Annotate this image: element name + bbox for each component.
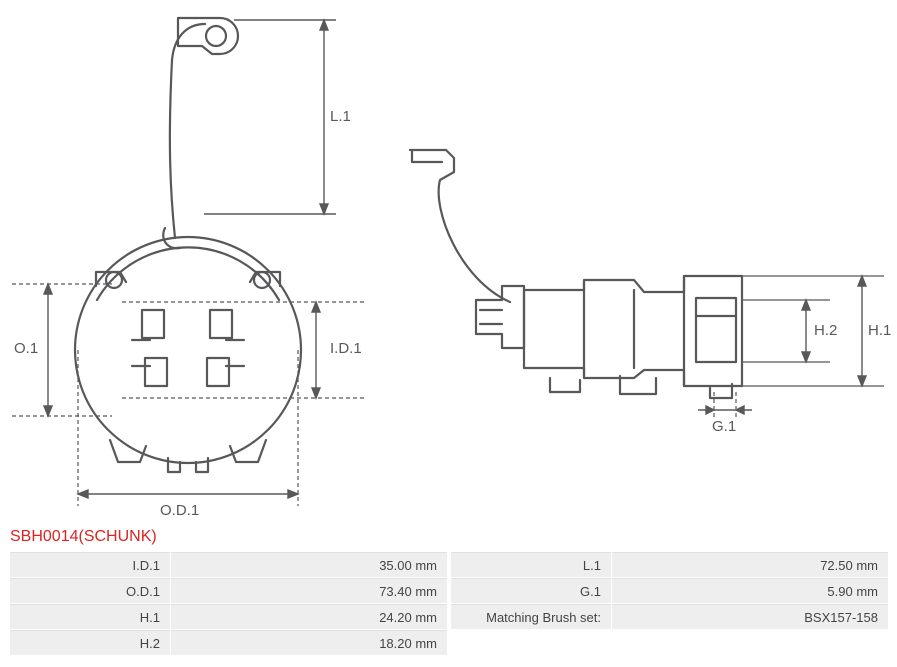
spec-key: Matching Brush set: <box>451 604 611 629</box>
table-row: O.D.1 73.40 mm <box>10 578 447 603</box>
spec-val: BSX157-158 <box>612 604 888 629</box>
spec-val: 72.50 mm <box>612 552 888 577</box>
dim-label-g1: G.1 <box>712 418 736 435</box>
dim-label-h2: H.2 <box>814 322 837 339</box>
spec-val: 18.20 mm <box>171 630 447 655</box>
dim-label-o1: O.1 <box>14 340 38 357</box>
table-row: I.D.1 35.00 mm <box>10 552 447 577</box>
side-view-drawing <box>390 0 897 525</box>
spec-val: 24.20 mm <box>171 604 447 629</box>
dim-label-l1: L.1 <box>330 108 351 125</box>
dim-label-od1: O.D.1 <box>160 502 199 519</box>
spec-key: L.1 <box>451 552 611 577</box>
product-title: SBH0014(SCHUNK) <box>10 528 157 546</box>
spec-col-right: L.1 72.50 mm G.1 5.90 mm Matching Brush … <box>451 552 888 655</box>
spec-key: G.1 <box>451 578 611 603</box>
spec-val: 35.00 mm <box>171 552 447 577</box>
table-row: G.1 5.90 mm <box>451 578 888 603</box>
dim-label-id1: I.D.1 <box>330 340 362 357</box>
spec-key: O.D.1 <box>10 578 170 603</box>
spec-col-left: I.D.1 35.00 mm O.D.1 73.40 mm H.1 24.20 … <box>10 552 447 655</box>
spec-key: H.1 <box>10 604 170 629</box>
dim-label-h1: H.1 <box>868 322 891 339</box>
spec-val: 5.90 mm <box>612 578 888 603</box>
technical-drawing: L.1 I.D.1 O.1 O.D.1 G.1 H.2 H.1 <box>0 0 897 525</box>
spec-key: H.2 <box>10 630 170 655</box>
spec-table: I.D.1 35.00 mm O.D.1 73.40 mm H.1 24.20 … <box>10 552 888 655</box>
table-row: L.1 72.50 mm <box>451 552 888 577</box>
spec-key: I.D.1 <box>10 552 170 577</box>
table-row: H.1 24.20 mm <box>10 604 447 629</box>
table-row: Matching Brush set: BSX157-158 <box>451 604 888 629</box>
table-row: H.2 18.20 mm <box>10 630 447 655</box>
spec-val: 73.40 mm <box>171 578 447 603</box>
front-view-drawing <box>0 0 400 525</box>
